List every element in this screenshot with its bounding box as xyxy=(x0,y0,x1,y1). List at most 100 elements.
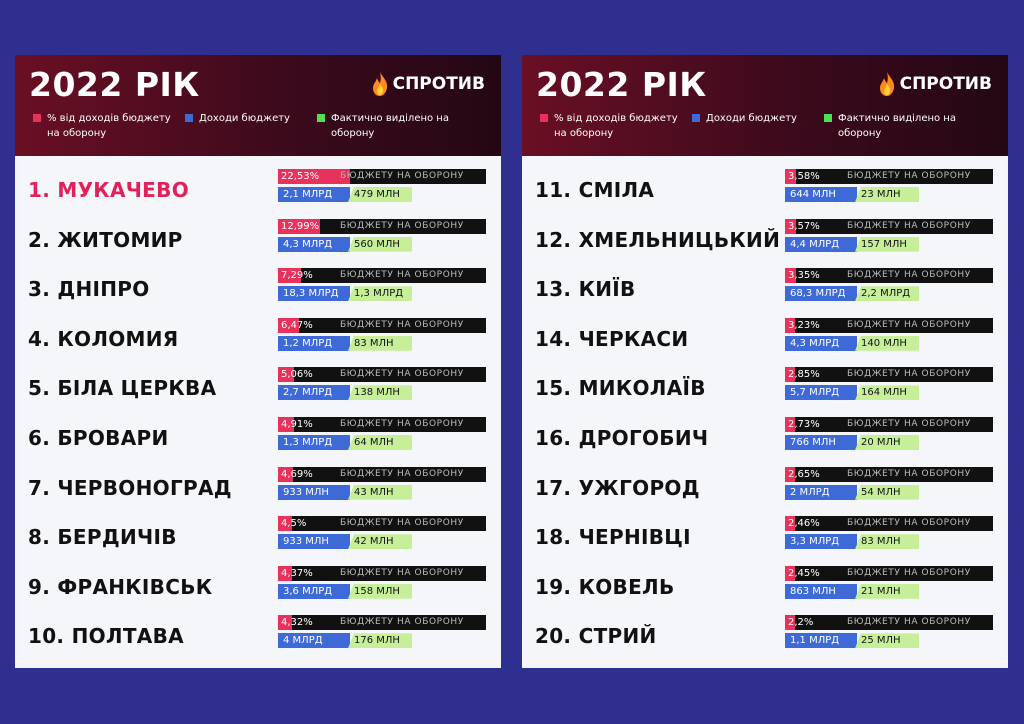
income-value: 1,3 МЛРД xyxy=(283,437,333,448)
city-row: 2. ЖИТОМИР 12,99% БЮДЖЕТУ НА ОБОРОНУ 4,3 МЛ… xyxy=(15,218,501,259)
panel-title: 2022 РІК xyxy=(29,65,200,104)
allocated-value: 1,3 МЛРД xyxy=(354,288,404,300)
defense-share-value: 4,5% xyxy=(281,518,307,530)
defense-label: БЮДЖЕТУ НА ОБОРОНУ xyxy=(340,369,464,380)
defense-label: БЮДЖЕТУ НА ОБОРОНУ xyxy=(847,171,971,181)
allocated-bar xyxy=(348,286,412,302)
income-bar xyxy=(278,236,350,252)
income-value: 863 МЛН xyxy=(790,585,836,597)
defense-share-value: 4,37% xyxy=(281,567,313,579)
legend-label: Фактично виділено на оборону xyxy=(838,113,956,139)
panel-title: 2022 РІК xyxy=(536,65,707,104)
allocated-bar xyxy=(855,187,919,202)
defense-share-fill xyxy=(278,317,299,333)
defense-label: БЮДЖЕТУ НА ОБОРОНУ xyxy=(340,468,464,479)
city-name: 6. БРОВАРИ xyxy=(28,426,169,450)
legend-label: Доходи бюджету xyxy=(199,113,290,124)
legend-swatch xyxy=(317,114,325,122)
income-bar xyxy=(785,583,857,599)
defense-share-value: 2,73% xyxy=(788,419,820,430)
city-name: 7. ЧЕРВОНОГРАД xyxy=(28,475,232,500)
defense-label: БЮДЖЕТУ НА ОБОРОНУ xyxy=(847,468,971,479)
allocated-value: 21 МЛН xyxy=(861,585,901,597)
income-bar xyxy=(278,385,350,401)
ranking-panel-right: 2022 РІК СПРОТИВ % від доходів бюджету н… xyxy=(522,55,1008,668)
allocated-bar xyxy=(348,534,412,550)
legend-label: Фактично виділено на оборону xyxy=(331,113,449,139)
income-bar xyxy=(785,484,857,500)
allocated-value: 2,2 МЛРД xyxy=(861,288,911,300)
city-bars: 4,32% БЮДЖЕТУ НА ОБОРОНУ 4 МЛРД 176 МЛН xyxy=(278,615,488,653)
legend-swatch xyxy=(692,114,700,122)
defense-share-fill xyxy=(278,615,292,631)
city-row: 14. ЧЕРКАСИ 3,23% БЮДЖЕТУ НА ОБОРОНУ 4,3 МЛ… xyxy=(522,317,1008,358)
allocated-bar xyxy=(855,583,919,599)
city-bars: 2,2% БЮДЖЕТУ НА ОБОРОНУ 1,1 МЛРД 25 МЛН xyxy=(785,615,995,653)
defense-share-value: 2,45% xyxy=(788,567,820,579)
city-name: 9. ФРАНКІВСЬК xyxy=(28,574,213,599)
city-bars: 2,85% БЮДЖЕТУ НА ОБОРОНУ 5,7 МЛРД 164 МЛН xyxy=(785,367,995,405)
defense-share-bar: 3,58% БЮДЖЕТУ НА ОБОРОНУ xyxy=(785,169,993,184)
allocated-bar xyxy=(855,534,919,550)
legend-allocated: Фактично виділено на оборону xyxy=(317,111,467,141)
income-bar xyxy=(785,236,857,252)
city-name: 5. БІЛА ЦЕРКВА xyxy=(28,376,217,401)
city-name: 16. ДРОГОБИЧ xyxy=(535,426,709,450)
city-bars: 3,58% БЮДЖЕТУ НА ОБОРОНУ 644 МЛН 23 МЛН xyxy=(785,169,995,207)
income-value: 2,7 МЛРД xyxy=(283,387,333,399)
allocated-bar xyxy=(855,385,919,401)
income-value: 5,7 МЛРД xyxy=(790,387,840,399)
income-value: 68,3 МЛРД xyxy=(790,288,846,300)
defense-share-fill xyxy=(785,466,795,482)
allocated-bar xyxy=(348,236,412,252)
allocated-bar xyxy=(855,236,919,252)
defense-share-bar: 2,46% БЮДЖЕТУ НА ОБОРОНУ xyxy=(785,516,993,532)
income-bar xyxy=(278,435,350,450)
defense-share-value: 2,65% xyxy=(788,468,820,480)
income-bar xyxy=(278,335,350,351)
brand-name: СПРОТИВ xyxy=(899,74,992,94)
defense-label: БЮДЖЕТУ НА ОБОРОНУ xyxy=(847,518,971,529)
income-value: 933 МЛН xyxy=(283,536,329,548)
defense-share-bar: 3,23% БЮДЖЕТУ НА ОБОРОНУ xyxy=(785,317,993,333)
defense-share-bar: 2,65% БЮДЖЕТУ НА ОБОРОНУ xyxy=(785,466,993,482)
city-bars: 2,45% БЮДЖЕТУ НА ОБОРОНУ 863 МЛН 21 МЛН xyxy=(785,565,995,604)
defense-share-bar: 3,35% БЮДЖЕТУ НА ОБОРОНУ xyxy=(785,268,993,284)
city-row: 11. СМІЛА 3,58% БЮДЖЕТУ НА ОБОРОНУ 644 МЛН 2… xyxy=(522,169,1008,209)
income-value: 1,1 МЛРД xyxy=(790,635,840,647)
defense-label: БЮДЖЕТУ НА ОБОРОНУ xyxy=(340,171,464,181)
legend-label: % від доходів бюджету на оборону xyxy=(47,113,171,139)
income-bar xyxy=(278,583,350,599)
city-name: 15. МИКОЛАЇВ xyxy=(535,376,706,401)
allocated-value: 54 МЛН xyxy=(861,486,901,498)
city-name: 12. ХМЕЛЬНИЦЬКИЙ xyxy=(535,227,781,252)
defense-share-value: 3,58% xyxy=(788,171,820,182)
defense-share-fill xyxy=(785,268,796,284)
defense-share-value: 3,35% xyxy=(788,270,820,282)
defense-share-fill xyxy=(278,466,293,482)
city-bars: 2,46% БЮДЖЕТУ НА ОБОРОНУ 3,3 МЛРД 83 МЛН xyxy=(785,516,995,554)
allocated-value: 158 МЛН xyxy=(354,585,400,597)
income-bar xyxy=(278,286,350,302)
allocated-value: 83 МЛН xyxy=(354,337,394,349)
income-value: 18,3 МЛРД xyxy=(283,288,339,300)
income-bar xyxy=(785,435,857,450)
defense-label: БЮДЖЕТУ НА ОБОРОНУ xyxy=(847,220,971,231)
allocated-value: 64 МЛН xyxy=(354,437,394,448)
income-bar xyxy=(278,633,350,649)
legend-allocated: Фактично виділено на оборону xyxy=(824,111,974,141)
city-row: 17. УЖГОРОД 2,65% БЮДЖЕТУ НА ОБОРОНУ 2 МЛРД… xyxy=(522,466,1008,507)
allocated-value: 479 МЛН xyxy=(354,189,400,200)
defense-share-value: 4,32% xyxy=(281,617,313,629)
city-row: 3. ДНІПРО 7,29% БЮДЖЕТУ НА ОБОРОНУ 18,3 МЛР… xyxy=(15,268,501,308)
defense-share-bar: 4,69% БЮДЖЕТУ НА ОБОРОНУ xyxy=(278,466,486,482)
defense-share-value: 6,47% xyxy=(281,319,313,331)
defense-share-bar: 3,57% БЮДЖЕТУ НА ОБОРОНУ xyxy=(785,218,993,234)
flame-icon xyxy=(372,72,387,96)
income-bar xyxy=(278,534,350,550)
allocated-bar xyxy=(855,435,919,450)
income-value: 4,3 МЛРД xyxy=(283,238,333,250)
city-row: 13. КИЇВ 3,35% БЮДЖЕТУ НА ОБОРОНУ 68,3 МЛРД… xyxy=(522,268,1008,308)
defense-share-fill xyxy=(785,317,796,333)
allocated-bar xyxy=(855,484,919,500)
